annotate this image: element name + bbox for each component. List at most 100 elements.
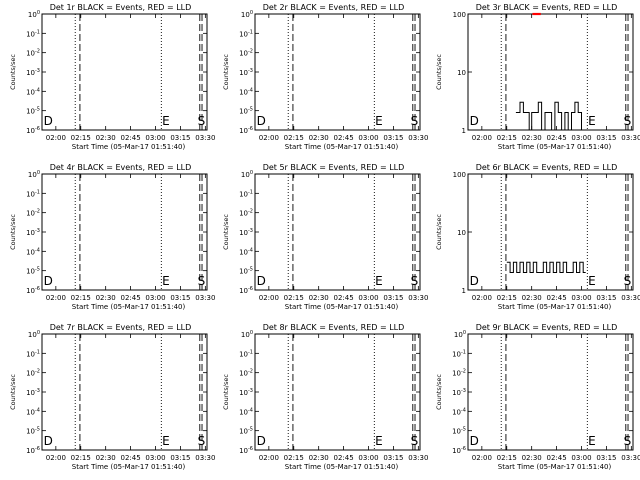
- x-tick-label: 02:00: [259, 294, 279, 302]
- panel-title: Det 7r BLACK = Events, RED = LLD: [50, 323, 192, 332]
- y-tick-label: 100: [241, 170, 253, 179]
- y-tick-label: 10-5: [239, 427, 253, 436]
- x-tick-label: 02:30: [96, 454, 116, 462]
- x-axis-label: Start Time (05-Mar-17 01:51:40): [72, 463, 186, 471]
- marker-e: E: [588, 274, 596, 288]
- y-tick-label: 10-1: [239, 349, 253, 358]
- marker-e: E: [375, 114, 383, 128]
- x-tick-label: 03:15: [383, 454, 403, 462]
- y-tick-label: 10: [457, 69, 466, 77]
- x-tick-label: 02:15: [284, 134, 304, 142]
- y-tick-label: 10-2: [26, 49, 40, 58]
- panel-title: Det 1r BLACK = Events, RED = LLD: [50, 3, 192, 12]
- x-axis-label: Start Time (05-Mar-17 01:51:40): [72, 303, 186, 311]
- y-tick-label: 10-4: [452, 407, 466, 416]
- x-tick-label: 03:30: [195, 134, 215, 142]
- panel-title: Det 4r BLACK = Events, RED = LLD: [50, 163, 192, 172]
- y-tick-label: 100: [453, 11, 466, 19]
- y-tick-label: 10-3: [239, 68, 253, 77]
- x-tick-label: 02:30: [522, 294, 542, 302]
- x-tick-label: 02:45: [120, 294, 140, 302]
- y-axis-label: Counts/sec: [9, 374, 17, 410]
- marker-d: D: [257, 434, 266, 448]
- y-tick-label: 100: [28, 10, 40, 19]
- x-tick-label: 02:45: [120, 454, 140, 462]
- panel-title: Det 5r BLACK = Events, RED = LLD: [263, 163, 405, 172]
- x-tick-label: 02:15: [71, 454, 91, 462]
- y-tick-label: 10-1: [452, 349, 466, 358]
- y-tick-label: 10-3: [26, 388, 40, 397]
- x-tick-label: 03:15: [596, 294, 616, 302]
- x-tick-label: 02:00: [46, 294, 66, 302]
- y-tick-label: 10-3: [26, 68, 40, 77]
- y-tick-label: 10-2: [26, 369, 40, 378]
- y-axis-label: Counts/sec: [435, 214, 443, 250]
- x-axis-label: Start Time (05-Mar-17 01:51:40): [498, 143, 612, 151]
- x-axis-label: Start Time (05-Mar-17 01:51:40): [285, 463, 399, 471]
- y-tick-label: 10-6: [26, 286, 40, 295]
- x-tick-label: 03:00: [358, 294, 378, 302]
- plot-frame: [467, 333, 634, 451]
- panel-title: Det 2r BLACK = Events, RED = LLD: [263, 3, 405, 12]
- x-tick-label: 03:30: [621, 294, 640, 302]
- panel-title: Det 6r BLACK = Events, RED = LLD: [476, 163, 618, 172]
- x-tick-label: 02:30: [96, 134, 116, 142]
- series-events: [506, 261, 586, 273]
- marker-s: S: [624, 274, 632, 288]
- x-tick-label: 02:45: [120, 134, 140, 142]
- y-tick-label: 100: [28, 330, 40, 339]
- marker-e: E: [588, 434, 596, 448]
- y-axis-label: Counts/sec: [435, 374, 443, 410]
- detector-panel: Det 2r BLACK = Events, RED = LLD 100 10-1 1…: [222, 3, 428, 151]
- x-tick-label: 03:30: [195, 294, 215, 302]
- x-tick-label: 02:15: [284, 294, 304, 302]
- x-tick-label: 02:00: [472, 134, 492, 142]
- marker-d: D: [470, 114, 479, 128]
- x-tick-label: 02:30: [309, 294, 329, 302]
- marker-e: E: [162, 274, 170, 288]
- x-tick-label: 03:30: [195, 454, 215, 462]
- y-tick-label: 100: [453, 171, 466, 179]
- y-tick-label: 10-5: [452, 427, 466, 436]
- x-tick-label: 03:15: [170, 294, 190, 302]
- series-events: [515, 101, 584, 131]
- x-tick-label: 03:30: [408, 454, 428, 462]
- x-tick-label: 03:00: [358, 454, 378, 462]
- marker-e: E: [588, 114, 596, 128]
- y-tick-label: 10-3: [239, 228, 253, 237]
- y-tick-label: 10-5: [26, 267, 40, 276]
- detector-panel: Det 9r BLACK = Events, RED = LLD 100 10-1 1…: [435, 323, 640, 471]
- y-axis-label: Counts/sec: [435, 54, 443, 90]
- x-tick-label: 02:30: [309, 454, 329, 462]
- x-tick-label: 03:00: [145, 134, 165, 142]
- y-tick-label: 10-1: [26, 29, 40, 38]
- y-tick-label: 10-2: [239, 209, 253, 218]
- detector-panel: Det 8r BLACK = Events, RED = LLD 100 10-1 1…: [222, 323, 428, 471]
- y-tick-label: 10-5: [26, 427, 40, 436]
- plot-frame: [254, 173, 421, 291]
- x-tick-label: 03:15: [596, 134, 616, 142]
- x-tick-label: 03:30: [621, 134, 640, 142]
- marker-s: S: [198, 114, 206, 128]
- detector-panel: Det 1r BLACK = Events, RED = LLD 100 10-1 1…: [9, 3, 215, 151]
- y-tick-label: 10-6: [239, 126, 253, 135]
- x-tick-label: 02:00: [472, 294, 492, 302]
- x-tick-label: 02:15: [497, 454, 517, 462]
- marker-s: S: [411, 434, 419, 448]
- marker-d: D: [257, 274, 266, 288]
- x-tick-label: 02:45: [333, 294, 353, 302]
- y-tick-label: 100: [454, 330, 466, 339]
- y-tick-label: 10-3: [239, 388, 253, 397]
- x-tick-label: 03:15: [383, 294, 403, 302]
- x-axis-label: Start Time (05-Mar-17 01:51:40): [285, 303, 399, 311]
- detector-panel: Det 5r BLACK = Events, RED = LLD 100 10-1 1…: [222, 163, 428, 311]
- y-tick-label: 10-1: [26, 349, 40, 358]
- y-tick-label: 10-2: [452, 369, 466, 378]
- marker-e: E: [162, 434, 170, 448]
- y-tick-label: 10-4: [239, 247, 253, 256]
- marker-s: S: [411, 274, 419, 288]
- x-tick-label: 02:15: [284, 454, 304, 462]
- y-tick-label: 1: [462, 287, 466, 295]
- y-tick-label: 10-6: [26, 446, 40, 455]
